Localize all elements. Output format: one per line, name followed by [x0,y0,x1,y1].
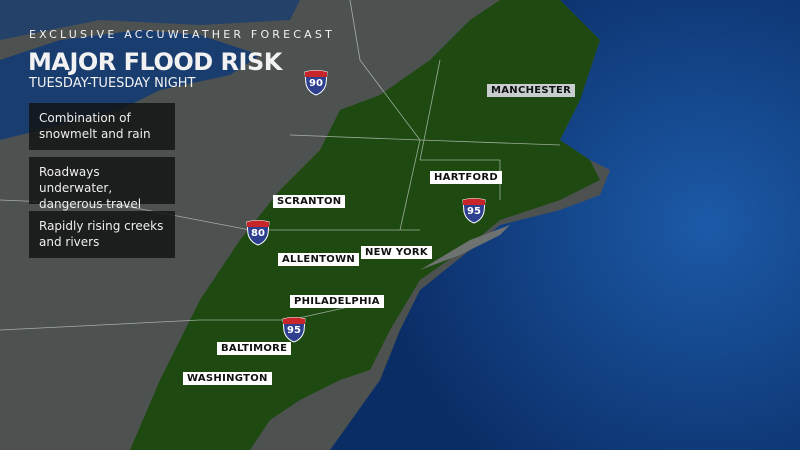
interstate-shield-icon: 95 [462,198,486,224]
city-label-hartford: HARTFORD [430,171,502,184]
lake-erie [0,0,300,40]
city-label-washington: WASHINGTON [183,372,272,385]
flood-risk-area [130,0,600,450]
interstate-shield-icon: 80 [246,220,270,246]
long-island [420,225,510,270]
city-label-manchester: MANCHESTER [487,84,576,97]
city-label-scranton: SCRANTON [273,195,346,208]
impact-box: Roadways underwater, dangerous travel [29,157,175,211]
city-label-allentown: ALLENTOWN [278,253,360,266]
subtitle: TUESDAY-TUESDAY NIGHT [29,76,196,91]
kicker: EXCLUSIVE ACCUWEATHER FORECAST [29,28,336,41]
city-label-baltimore: BALTIMORE [217,342,292,355]
interstate-shield-icon: 95 [282,317,306,343]
page-title: MAJOR FLOOD RISK [28,48,282,76]
city-label-philadelphia: PHILADELPHIA [290,295,384,308]
city-label-new-york: NEW YORK [361,246,432,259]
ocean [330,0,800,450]
impact-box: Combination of snowmelt and rain [29,103,175,150]
interstate-shield-icon: 90 [304,70,328,96]
impact-box: Rapidly rising creeks and rivers [29,211,175,258]
